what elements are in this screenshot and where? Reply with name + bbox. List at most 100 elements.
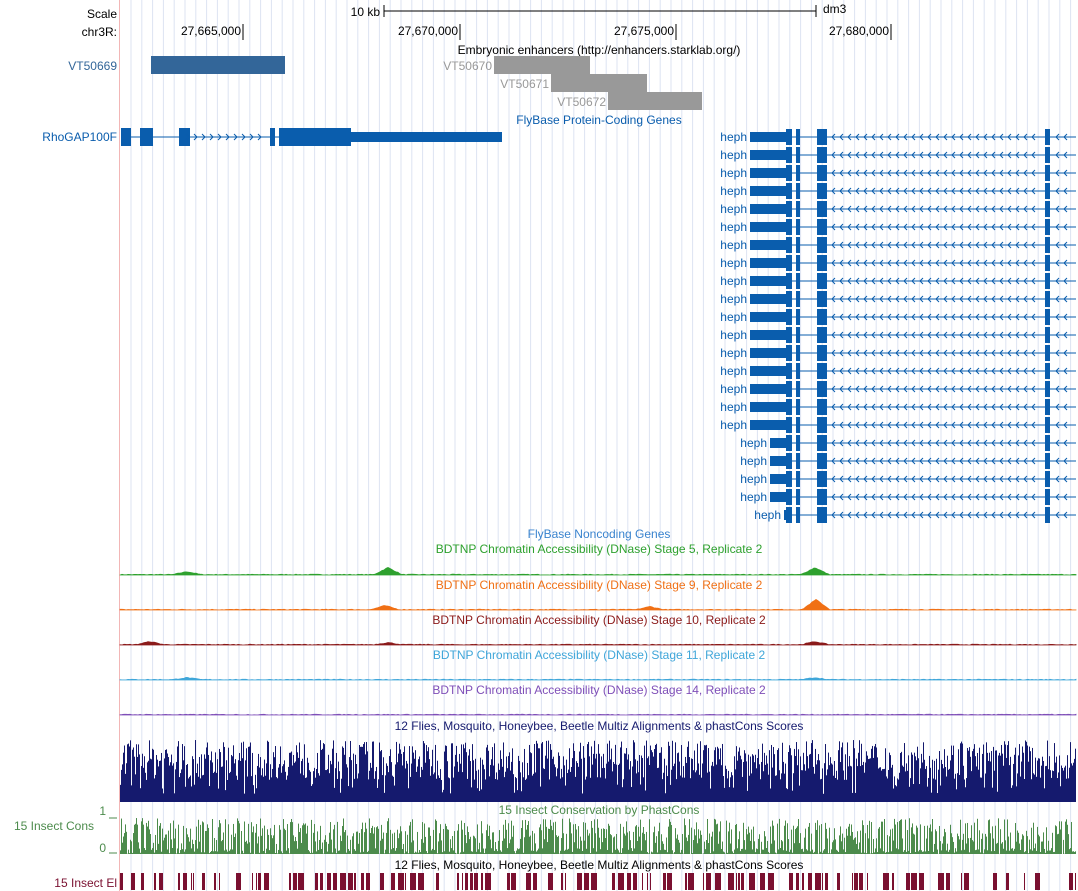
phastcons-bar: [1020, 850, 1021, 854]
enhancer-label[interactable]: VT50671: [500, 77, 549, 91]
heph-label[interactable]: heph: [720, 364, 747, 378]
heph-label[interactable]: heph: [720, 274, 747, 288]
multiz-bar: [730, 777, 731, 802]
strand-arrow: [855, 169, 860, 177]
phastcons-bar: [1048, 840, 1049, 854]
ruler-track[interactable]: Scale chr3R: 10 kb dm3 27,665,000 27,670…: [82, 2, 892, 40]
strand-arrow: [895, 457, 900, 465]
heph-label[interactable]: heph: [740, 490, 767, 504]
heph-label[interactable]: heph: [720, 130, 747, 144]
multiz-bar: [904, 743, 905, 802]
strand-arrow: [975, 133, 980, 141]
heph-label[interactable]: heph: [720, 148, 747, 162]
heph-label[interactable]: heph: [740, 454, 767, 468]
enhancer-feature[interactable]: [551, 74, 647, 92]
conserved-elements-track[interactable]: 12 Flies, Mosquito, Honeybee, Beetle Mul…: [54, 858, 1076, 890]
phastcons-track[interactable]: 15 Insect Conservation by PhastCons 15 I…: [14, 803, 1076, 855]
strand-arrow: [975, 421, 980, 429]
enhancer-side-label[interactable]: VT50669: [68, 59, 117, 73]
strand-arrow: [855, 223, 860, 231]
heph-label[interactable]: heph: [720, 166, 747, 180]
phastcons-bar: [1054, 851, 1055, 854]
phastcons-bar: [862, 820, 863, 854]
strand-arrow: [855, 385, 860, 393]
enhancer-label[interactable]: VT50672: [557, 95, 606, 109]
multiz-bar: [493, 765, 494, 802]
multiz-bar: [733, 787, 734, 802]
phastcons-bar: [1004, 819, 1005, 854]
heph-label[interactable]: heph: [720, 400, 747, 414]
phastcons-bar: [513, 825, 514, 854]
heph-label[interactable]: heph: [720, 346, 747, 360]
heph-label[interactable]: heph: [720, 184, 747, 198]
multiz-bar: [1064, 767, 1065, 802]
strand-arrow: [927, 403, 932, 411]
enhancers-track[interactable]: Embryonic enhancers (http://enhancers.st…: [68, 43, 740, 110]
strand-arrow: [1063, 475, 1068, 483]
strand-arrow: [871, 151, 876, 159]
strand-arrow: [911, 403, 916, 411]
heph-label[interactable]: heph: [720, 292, 747, 306]
phastcons-bar: [452, 836, 453, 854]
phastcons-bar: [663, 843, 664, 854]
multiz-bar: [535, 772, 536, 802]
exon: [786, 219, 792, 235]
heph-label[interactable]: heph: [720, 382, 747, 396]
gene-rhogap100f[interactable]: [121, 128, 502, 146]
phastcons-bar: [871, 822, 872, 854]
multiz-bar: [975, 756, 976, 802]
phastcons-bar: [455, 852, 456, 854]
phastcons-bar: [328, 843, 329, 854]
phastcons-bar: [493, 832, 494, 854]
enhancer-feature[interactable]: [151, 56, 285, 74]
phastcons-side-label[interactable]: 15 Insect Cons: [14, 819, 94, 833]
multiz-bar: [823, 793, 824, 802]
phastcons-bar: [949, 849, 950, 854]
phastcons-bar: [123, 836, 124, 854]
heph-isoforms[interactable]: heph heph heph heph heph heph heph heph heph heph…: [720, 129, 1076, 523]
phastcons-bar: [510, 839, 511, 854]
gene-side-label[interactable]: RhoGAP100F: [42, 130, 117, 144]
heph-label[interactable]: heph: [720, 418, 747, 432]
phastcons-bar: [344, 832, 345, 854]
phastcons-bar: [333, 829, 334, 854]
protein-coding-genes-track[interactable]: FlyBase Protein-Coding Genes RhoGAP100F …: [42, 113, 1076, 523]
strand-arrow: [1063, 421, 1068, 429]
heph-label[interactable]: heph: [754, 508, 781, 522]
multiz-bar: [502, 766, 503, 802]
heph-label[interactable]: heph: [740, 436, 767, 450]
multiz-bar: [370, 762, 371, 802]
enhancer-feature[interactable]: [494, 56, 590, 74]
multiz-bar: [273, 752, 274, 802]
elements-side-label[interactable]: 15 Insect El: [54, 876, 117, 890]
phastcons-bar: [1028, 853, 1029, 854]
phastcons-bar: [382, 838, 383, 854]
heph-label[interactable]: heph: [720, 310, 747, 324]
strand-arrow: [863, 475, 868, 483]
multiz-bar: [755, 754, 756, 802]
heph-label[interactable]: heph: [720, 238, 747, 252]
strand-arrow: [943, 475, 948, 483]
phastcons-bar: [232, 849, 233, 854]
multiz-bar: [809, 754, 810, 802]
multiz-bar: [316, 768, 317, 802]
exon: [786, 165, 792, 181]
phastcons-bar: [672, 850, 673, 854]
heph-label[interactable]: heph: [720, 328, 747, 342]
multiz-track[interactable]: 12 Flies, Mosquito, Honeybee, Beetle Mul…: [120, 719, 1076, 802]
phastcons-bar: [728, 831, 729, 854]
conserved-element: [289, 873, 291, 890]
conserved-element: [789, 873, 793, 890]
heph-label[interactable]: heph: [720, 220, 747, 234]
heph-label[interactable]: heph: [740, 472, 767, 486]
heph-label[interactable]: heph: [720, 202, 747, 216]
heph-label[interactable]: heph: [720, 256, 747, 270]
dnase-tracks[interactable]: BDTNP Chromatin Accessibility (DNase) St…: [119, 542, 1077, 716]
enhancer-feature[interactable]: [608, 92, 702, 110]
multiz-bar: [1067, 755, 1068, 802]
multiz-bar: [835, 778, 836, 802]
enhancer-label[interactable]: VT50670: [443, 59, 492, 73]
strand-arrow: [879, 349, 884, 357]
strand-arrow: [911, 349, 916, 357]
